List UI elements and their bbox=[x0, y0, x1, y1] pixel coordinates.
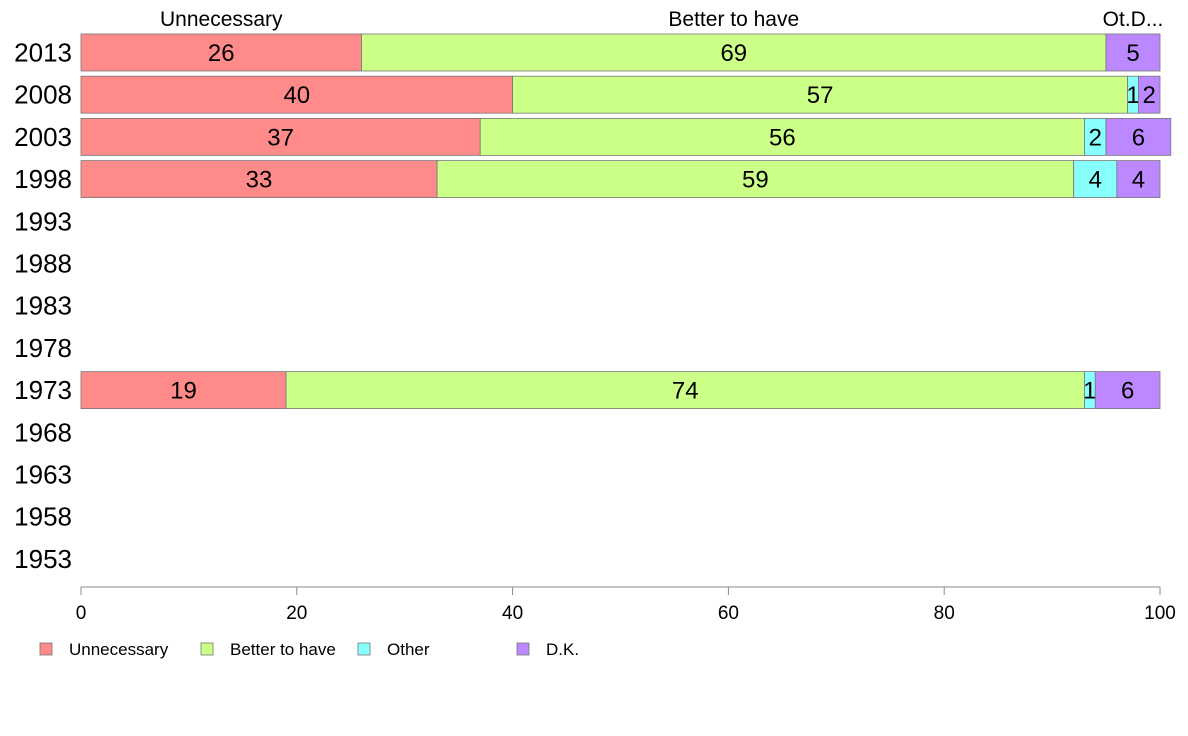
bar-value-label: 33 bbox=[246, 167, 273, 194]
bar-value-label: 19 bbox=[170, 378, 197, 405]
bar-value-label: 2 bbox=[1143, 82, 1156, 109]
year-label: 1973 bbox=[14, 375, 72, 405]
bar-value-label: 74 bbox=[672, 378, 699, 405]
x-tick-label: 0 bbox=[76, 603, 87, 624]
bar-value-label: 4 bbox=[1132, 167, 1145, 194]
x-tick-label: 20 bbox=[286, 603, 307, 624]
legend-label: D.K. bbox=[546, 640, 579, 659]
bar-value-label: 4 bbox=[1089, 167, 1102, 194]
year-label: 1958 bbox=[14, 502, 72, 532]
bar-value-label: 37 bbox=[267, 124, 294, 151]
year-label: 1998 bbox=[14, 164, 72, 194]
stacked-bar-chart: 2013 26 69 52008 40 57 1 22003 37 56 2 61998 33 59 4 41… bbox=[0, 0, 1188, 736]
column-header-label: Ot.D... bbox=[1103, 8, 1164, 31]
bar-value-label: 56 bbox=[769, 124, 796, 151]
bar-value-label: 69 bbox=[720, 40, 747, 67]
year-label: 2003 bbox=[14, 122, 72, 152]
bar-value-label: 6 bbox=[1132, 124, 1145, 151]
year-label: 1988 bbox=[14, 249, 72, 279]
x-tick-label: 80 bbox=[934, 603, 955, 624]
legend-swatch bbox=[40, 643, 52, 655]
year-label: 1993 bbox=[14, 206, 72, 236]
column-header-label: Better to have bbox=[668, 8, 799, 31]
bar-value-label: 59 bbox=[742, 167, 769, 194]
legend-swatch bbox=[517, 643, 529, 655]
bar-value-label: 40 bbox=[283, 82, 310, 109]
bar-value-label: 2 bbox=[1089, 124, 1102, 151]
legend-label: Better to have bbox=[230, 640, 336, 659]
bar-value-label: 5 bbox=[1126, 40, 1139, 67]
year-label: 1953 bbox=[14, 544, 72, 574]
x-tick-label: 40 bbox=[502, 603, 523, 624]
legend-swatch bbox=[201, 643, 213, 655]
bar-value-label: 6 bbox=[1121, 378, 1134, 405]
legend-label: Other bbox=[387, 640, 430, 659]
year-label: 1968 bbox=[14, 417, 72, 447]
legend-label: Unnecessary bbox=[69, 640, 169, 659]
x-tick-label: 60 bbox=[718, 603, 739, 624]
x-tick-label: 100 bbox=[1144, 603, 1176, 624]
year-label: 1963 bbox=[14, 460, 72, 490]
legend-swatch bbox=[358, 643, 370, 655]
bar-value-label: 1 bbox=[1083, 378, 1096, 405]
year-label: 1983 bbox=[14, 291, 72, 321]
year-label: 2013 bbox=[14, 38, 72, 68]
column-header-label: Unnecessary bbox=[160, 8, 283, 31]
bar-value-label: 1 bbox=[1126, 82, 1139, 109]
year-label: 1978 bbox=[14, 333, 72, 363]
bar-value-label: 57 bbox=[807, 82, 834, 109]
year-label: 2008 bbox=[14, 80, 72, 110]
bar-value-label: 26 bbox=[208, 40, 235, 67]
